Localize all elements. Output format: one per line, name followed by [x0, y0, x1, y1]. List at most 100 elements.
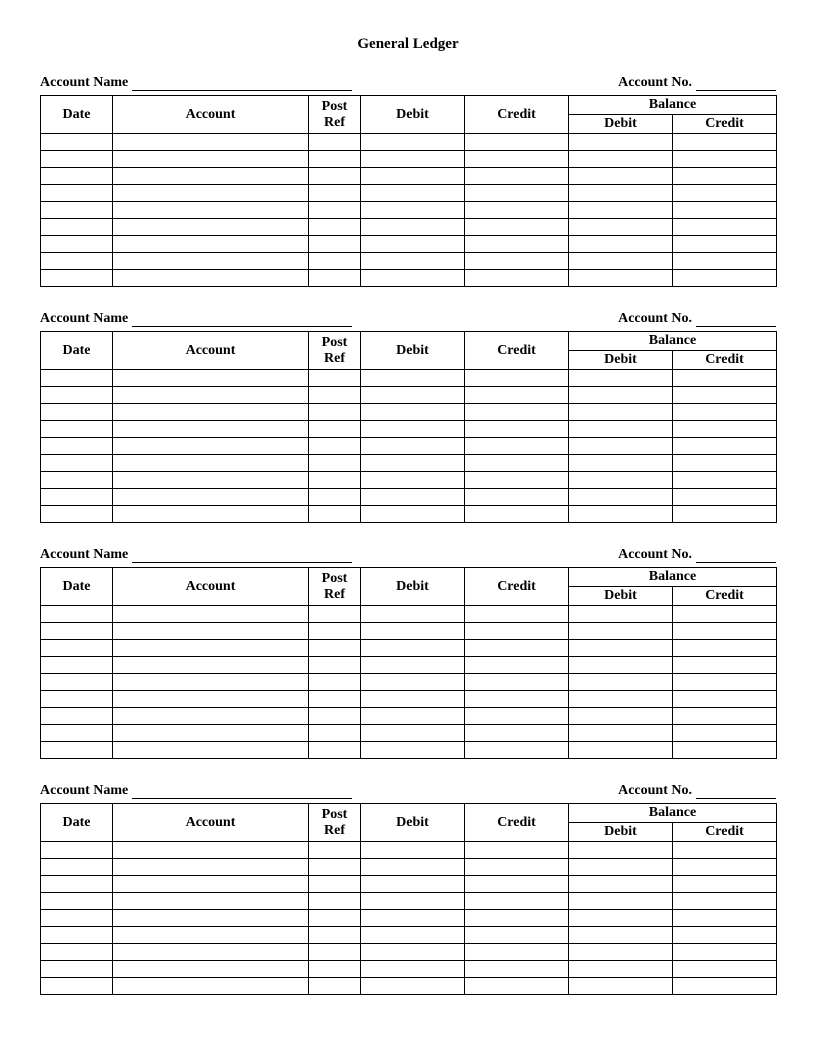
table-cell[interactable] — [569, 674, 673, 691]
table-cell[interactable] — [673, 455, 777, 472]
table-cell[interactable] — [465, 927, 569, 944]
table-cell[interactable] — [673, 944, 777, 961]
table-cell[interactable] — [113, 927, 309, 944]
table-cell[interactable] — [361, 455, 465, 472]
table-cell[interactable] — [41, 606, 113, 623]
account-no-input-line[interactable] — [696, 785, 776, 799]
table-cell[interactable] — [361, 606, 465, 623]
table-cell[interactable] — [569, 472, 673, 489]
table-cell[interactable] — [361, 978, 465, 995]
table-cell[interactable] — [309, 691, 361, 708]
table-cell[interactable] — [309, 657, 361, 674]
table-cell[interactable] — [113, 859, 309, 876]
table-cell[interactable] — [361, 472, 465, 489]
table-cell[interactable] — [113, 151, 309, 168]
table-cell[interactable] — [673, 370, 777, 387]
table-cell[interactable] — [673, 927, 777, 944]
table-cell[interactable] — [569, 253, 673, 270]
table-cell[interactable] — [309, 876, 361, 893]
table-cell[interactable] — [465, 202, 569, 219]
table-cell[interactable] — [361, 202, 465, 219]
table-cell[interactable] — [569, 623, 673, 640]
table-cell[interactable] — [465, 691, 569, 708]
table-cell[interactable] — [673, 489, 777, 506]
table-cell[interactable] — [465, 404, 569, 421]
table-cell[interactable] — [361, 742, 465, 759]
table-cell[interactable] — [309, 978, 361, 995]
table-cell[interactable] — [569, 910, 673, 927]
table-cell[interactable] — [41, 219, 113, 236]
table-cell[interactable] — [41, 236, 113, 253]
table-cell[interactable] — [673, 387, 777, 404]
table-cell[interactable] — [41, 134, 113, 151]
table-cell[interactable] — [113, 387, 309, 404]
table-cell[interactable] — [113, 674, 309, 691]
table-cell[interactable] — [465, 893, 569, 910]
table-cell[interactable] — [309, 236, 361, 253]
table-cell[interactable] — [113, 134, 309, 151]
table-cell[interactable] — [465, 506, 569, 523]
table-cell[interactable] — [41, 674, 113, 691]
table-cell[interactable] — [41, 725, 113, 742]
table-cell[interactable] — [361, 134, 465, 151]
table-cell[interactable] — [361, 168, 465, 185]
table-cell[interactable] — [465, 370, 569, 387]
table-cell[interactable] — [361, 185, 465, 202]
table-cell[interactable] — [113, 606, 309, 623]
table-cell[interactable] — [361, 387, 465, 404]
table-cell[interactable] — [361, 859, 465, 876]
table-cell[interactable] — [361, 236, 465, 253]
table-cell[interactable] — [569, 742, 673, 759]
table-cell[interactable] — [569, 640, 673, 657]
table-cell[interactable] — [41, 742, 113, 759]
table-cell[interactable] — [361, 725, 465, 742]
table-cell[interactable] — [673, 893, 777, 910]
table-cell[interactable] — [41, 202, 113, 219]
table-cell[interactable] — [41, 640, 113, 657]
table-cell[interactable] — [465, 185, 569, 202]
table-cell[interactable] — [569, 185, 673, 202]
table-cell[interactable] — [361, 640, 465, 657]
table-cell[interactable] — [41, 842, 113, 859]
table-cell[interactable] — [41, 657, 113, 674]
table-cell[interactable] — [673, 623, 777, 640]
table-cell[interactable] — [41, 506, 113, 523]
table-cell[interactable] — [41, 489, 113, 506]
table-cell[interactable] — [569, 219, 673, 236]
table-cell[interactable] — [41, 893, 113, 910]
table-cell[interactable] — [673, 438, 777, 455]
table-cell[interactable] — [309, 202, 361, 219]
table-cell[interactable] — [673, 842, 777, 859]
table-cell[interactable] — [361, 961, 465, 978]
table-cell[interactable] — [465, 978, 569, 995]
table-cell[interactable] — [465, 236, 569, 253]
table-cell[interactable] — [465, 472, 569, 489]
table-cell[interactable] — [309, 893, 361, 910]
table-cell[interactable] — [361, 489, 465, 506]
table-cell[interactable] — [361, 506, 465, 523]
table-cell[interactable] — [465, 168, 569, 185]
table-cell[interactable] — [309, 859, 361, 876]
table-cell[interactable] — [113, 185, 309, 202]
table-cell[interactable] — [41, 421, 113, 438]
table-cell[interactable] — [465, 674, 569, 691]
table-cell[interactable] — [41, 691, 113, 708]
table-cell[interactable] — [113, 270, 309, 287]
table-cell[interactable] — [113, 623, 309, 640]
table-cell[interactable] — [41, 253, 113, 270]
table-cell[interactable] — [465, 944, 569, 961]
table-cell[interactable] — [569, 489, 673, 506]
table-cell[interactable] — [41, 168, 113, 185]
table-cell[interactable] — [361, 893, 465, 910]
table-cell[interactable] — [309, 168, 361, 185]
table-cell[interactable] — [309, 421, 361, 438]
table-cell[interactable] — [673, 978, 777, 995]
table-cell[interactable] — [569, 421, 673, 438]
table-cell[interactable] — [465, 134, 569, 151]
table-cell[interactable] — [465, 910, 569, 927]
table-cell[interactable] — [113, 640, 309, 657]
table-cell[interactable] — [673, 472, 777, 489]
table-cell[interactable] — [309, 623, 361, 640]
table-cell[interactable] — [41, 185, 113, 202]
table-cell[interactable] — [41, 910, 113, 927]
